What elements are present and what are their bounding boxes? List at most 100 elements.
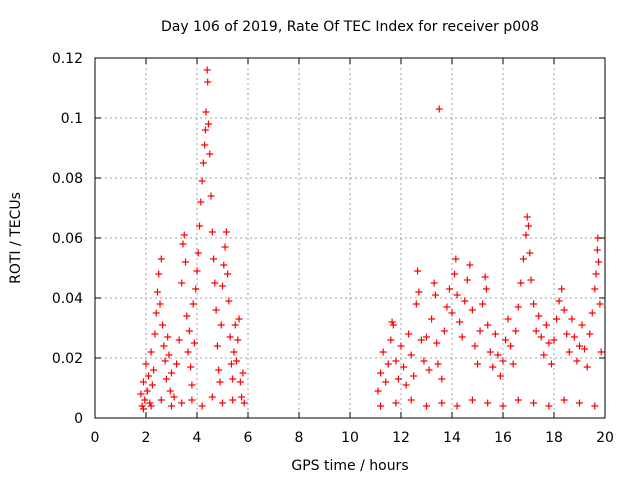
data-point xyxy=(150,366,158,374)
data-point xyxy=(527,276,535,284)
data-point xyxy=(525,222,532,230)
data-point xyxy=(175,336,183,344)
data-point xyxy=(461,297,469,305)
data-point xyxy=(188,381,196,389)
data-point xyxy=(224,270,232,278)
data-point xyxy=(141,396,149,404)
x-tick-label: 16 xyxy=(494,430,512,446)
data-point xyxy=(173,360,181,368)
data-point xyxy=(212,306,220,314)
data-point xyxy=(229,396,237,404)
data-point xyxy=(545,339,553,347)
data-point xyxy=(234,336,242,344)
data-point xyxy=(431,291,439,299)
data-point xyxy=(540,351,548,359)
data-point xyxy=(164,333,172,341)
data-point xyxy=(190,339,198,347)
data-point xyxy=(196,222,204,230)
data-point xyxy=(595,258,603,266)
data-point xyxy=(182,258,190,266)
data-point xyxy=(155,270,163,278)
data-point xyxy=(152,309,160,317)
data-points xyxy=(137,66,605,413)
data-point xyxy=(593,246,601,254)
y-tick-label: 0.06 xyxy=(52,231,83,247)
data-point xyxy=(147,402,155,410)
data-point xyxy=(407,351,415,359)
data-point xyxy=(423,333,430,341)
y-tick-labels: 0 0.02 0.04 0.06 0.08 0.1 0.12 xyxy=(52,51,83,427)
y-tick-label: 0.08 xyxy=(52,171,83,187)
data-point xyxy=(489,363,497,371)
data-point xyxy=(502,336,510,344)
data-point xyxy=(523,213,531,221)
y-axis-title: ROTI / TECUs xyxy=(8,192,24,284)
data-point xyxy=(438,375,446,383)
data-point xyxy=(168,369,175,377)
data-point xyxy=(430,279,438,287)
data-point xyxy=(481,273,489,281)
data-point xyxy=(468,306,476,314)
data-point xyxy=(138,402,146,410)
x-tick-label: 6 xyxy=(244,430,253,446)
data-point xyxy=(374,387,382,395)
data-point xyxy=(207,192,215,200)
data-point xyxy=(145,372,153,380)
data-point xyxy=(219,282,226,290)
data-point xyxy=(143,387,151,395)
data-point xyxy=(240,399,248,407)
data-point xyxy=(458,333,466,341)
data-point xyxy=(183,312,191,320)
data-point xyxy=(573,357,581,365)
data-point xyxy=(188,396,196,404)
data-point xyxy=(576,342,583,350)
data-point xyxy=(532,327,540,335)
data-point xyxy=(166,387,174,395)
data-point xyxy=(211,279,219,287)
data-point xyxy=(463,276,471,284)
data-point xyxy=(570,333,578,341)
data-point xyxy=(576,399,583,407)
data-point xyxy=(402,381,410,389)
data-point xyxy=(239,369,247,377)
data-point xyxy=(178,399,186,407)
y-tick-label: 0 xyxy=(74,411,83,427)
data-point xyxy=(547,360,555,368)
data-point xyxy=(197,198,205,206)
data-point xyxy=(451,270,459,278)
data-point xyxy=(452,255,460,263)
data-point xyxy=(229,375,237,383)
data-point xyxy=(407,396,415,404)
data-point xyxy=(484,399,492,407)
data-point xyxy=(377,369,385,377)
data-point xyxy=(147,348,155,356)
data-point xyxy=(456,318,464,326)
data-point xyxy=(388,318,396,326)
data-point xyxy=(537,333,545,341)
data-point xyxy=(208,228,216,236)
data-point xyxy=(581,345,589,353)
data-point xyxy=(225,297,233,305)
data-point xyxy=(592,270,600,278)
data-point xyxy=(420,357,428,365)
data-point xyxy=(479,300,487,308)
data-point xyxy=(159,321,167,329)
data-point xyxy=(170,393,178,401)
data-point xyxy=(414,267,422,275)
data-point xyxy=(213,342,221,350)
data-point xyxy=(202,108,210,116)
data-point xyxy=(230,348,238,356)
data-point xyxy=(192,285,200,293)
data-point xyxy=(578,321,586,329)
data-point xyxy=(471,342,479,350)
x-tick-label: 0 xyxy=(91,430,100,446)
data-point xyxy=(440,327,448,335)
x-tick-label: 12 xyxy=(392,430,410,446)
data-point xyxy=(499,402,507,410)
data-point xyxy=(216,378,224,386)
data-point xyxy=(443,303,451,311)
data-point xyxy=(198,402,206,410)
x-tick-label: 8 xyxy=(295,430,304,446)
grid xyxy=(95,58,605,418)
